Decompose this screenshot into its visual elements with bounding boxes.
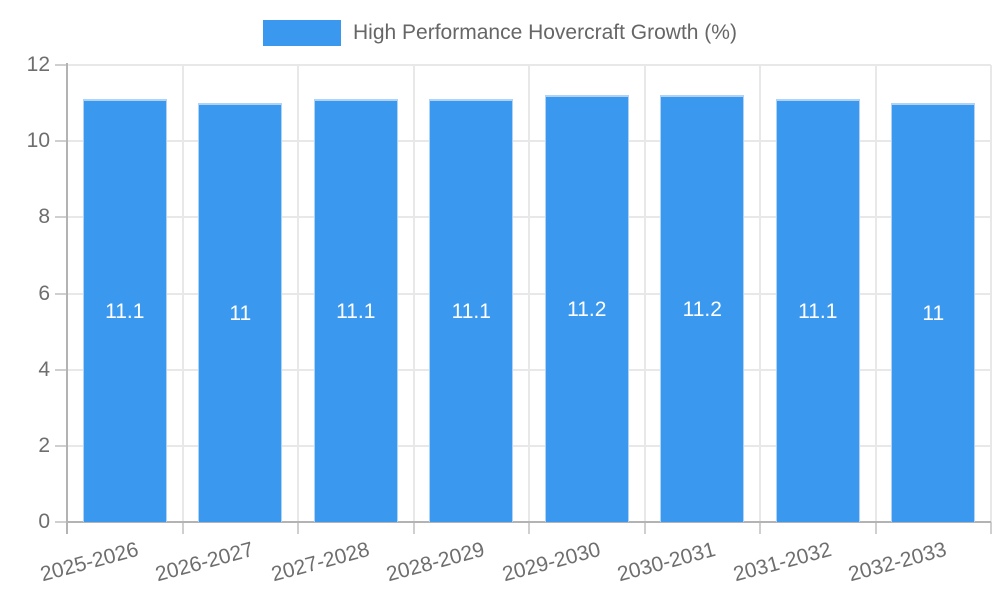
y-tick-mark xyxy=(55,444,67,447)
bar: 11.1 xyxy=(82,99,167,522)
y-tick-label: 0 xyxy=(38,510,50,533)
x-tick-mark xyxy=(874,522,877,534)
grid-line-vertical xyxy=(297,65,299,522)
x-tick-mark xyxy=(412,522,415,534)
bar-value-label: 11 xyxy=(922,301,945,325)
y-tick-label: 4 xyxy=(38,357,50,381)
y-tick-mark xyxy=(55,140,67,143)
y-tick-label: 12 xyxy=(26,53,50,76)
y-tick-mark xyxy=(55,292,67,295)
grid-line-vertical xyxy=(990,65,992,522)
grid-line-vertical xyxy=(643,65,646,522)
chart-legend[interactable]: High Performance Hovercraft Growth (%) xyxy=(0,20,1000,46)
x-tick-mark xyxy=(990,522,992,534)
bar-value-label: 11 xyxy=(229,301,252,325)
y-tick-label: 8 xyxy=(38,205,50,229)
x-tick-mark xyxy=(528,522,530,534)
legend-label: High Performance Hovercraft Growth (%) xyxy=(353,21,737,44)
bar: 11 xyxy=(891,103,976,522)
grid-line-vertical xyxy=(759,65,761,522)
x-axis-line xyxy=(66,521,991,523)
y-tick-label: 6 xyxy=(38,281,50,305)
y-tick-label: 2 xyxy=(38,433,50,457)
x-tick-mark xyxy=(297,522,299,534)
x-tick-mark xyxy=(759,522,761,534)
bar: 11.1 xyxy=(429,99,514,522)
y-axis-line xyxy=(66,63,68,534)
bar-value-label: 11.2 xyxy=(567,297,607,321)
y-tick-mark xyxy=(55,368,67,371)
bar: 11.1 xyxy=(313,99,398,522)
bar-value-label: 11.1 xyxy=(336,299,376,323)
grid-line-vertical xyxy=(181,65,184,522)
grid-line-vertical xyxy=(528,65,530,522)
grid-line-vertical xyxy=(412,65,415,522)
bar: 11.1 xyxy=(775,99,860,522)
bar-value-label: 11.1 xyxy=(798,299,838,323)
x-tick-mark xyxy=(643,522,646,534)
y-tick-label: 10 xyxy=(26,129,50,153)
y-tick-mark xyxy=(55,64,67,66)
y-tick-mark xyxy=(55,216,67,219)
bar-value-label: 11.1 xyxy=(105,299,145,323)
bar-value-label: 11.2 xyxy=(682,297,722,321)
bar: 11 xyxy=(198,103,283,522)
bar: 11.2 xyxy=(660,95,745,522)
grid-line-vertical xyxy=(874,65,877,522)
y-tick-mark xyxy=(55,521,67,523)
bar: 11.2 xyxy=(544,95,629,522)
legend-swatch xyxy=(263,20,342,46)
bar-value-label: 11.1 xyxy=(451,299,491,323)
x-tick-mark xyxy=(181,522,184,534)
